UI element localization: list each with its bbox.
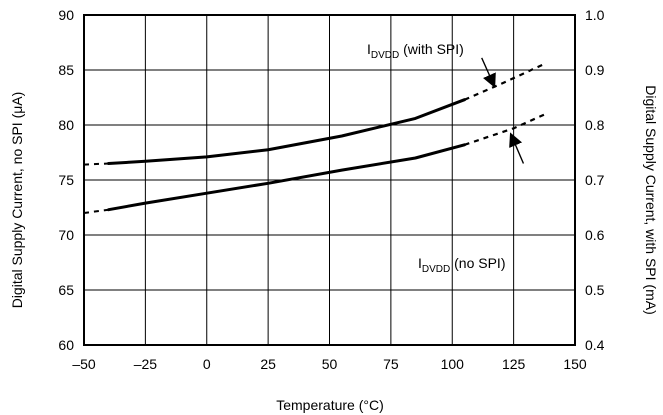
x-tick-label: 25 — [260, 356, 276, 372]
series-line-lead-dashed — [83, 208, 109, 214]
right-y-tick-label: 0.8 — [585, 117, 605, 133]
annotation-label-no-spi: IDVDD (no SPI) — [418, 255, 505, 275]
series-line-solid — [107, 98, 467, 165]
left-y-tick-label: 80 — [58, 117, 74, 133]
left-y-tick-label: 70 — [58, 227, 74, 243]
tick-label-layer: –50 –25 0 25 50 75 100 125 150 60 65 70 75 80 85 90 0.4 0… — [58, 7, 604, 372]
grid-layer — [83, 14, 576, 346]
x-tick-label: 150 — [563, 356, 587, 372]
left-y-tick-label: 60 — [58, 337, 74, 353]
left-y-tick-label: 65 — [58, 282, 74, 298]
right-y-tick-label: 1.0 — [585, 7, 605, 23]
right-y-tick-label: 0.5 — [585, 282, 605, 298]
annotation-arrow-no-spi — [509, 132, 525, 164]
right-y-tick-label: 0.6 — [585, 227, 605, 243]
x-axis-title: Temperature (°C) — [276, 397, 384, 413]
series-layer — [83, 62, 547, 214]
x-tick-label: 0 — [203, 356, 211, 372]
x-tick-label: 50 — [322, 356, 338, 372]
series-line-extrapolated-dashed — [464, 112, 546, 146]
x-tick-label: 125 — [502, 356, 526, 372]
series-line-lead-dashed — [83, 162, 109, 166]
series-line-extrapolated-dashed — [464, 62, 547, 101]
x-tick-label: –25 — [134, 356, 158, 372]
series-line-solid — [107, 143, 467, 212]
x-tick-label: 75 — [383, 356, 399, 372]
x-tick-label: 100 — [441, 356, 465, 372]
left-y-tick-label: 75 — [58, 172, 74, 188]
annotation-label-with-spi: IDVDD (with SPI) — [367, 41, 464, 61]
left-y-tick-label: 90 — [58, 7, 74, 23]
right-y-axis-title: Digital Supply Current, with SPI (mA) — [643, 85, 659, 315]
right-y-tick-label: 0.7 — [585, 172, 605, 188]
right-y-tick-label: 0.9 — [585, 62, 605, 78]
left-y-tick-label: 85 — [58, 62, 74, 78]
x-tick-label: –50 — [72, 356, 96, 372]
annotation-layer: IDVDD (with SPI) IDVDD (no SPI) — [367, 41, 525, 275]
annotation-arrow-with-spi — [481, 57, 496, 88]
right-y-tick-label: 0.4 — [585, 337, 605, 353]
left-y-axis-title: Digital Supply Current, no SPI (μA) — [9, 92, 25, 309]
